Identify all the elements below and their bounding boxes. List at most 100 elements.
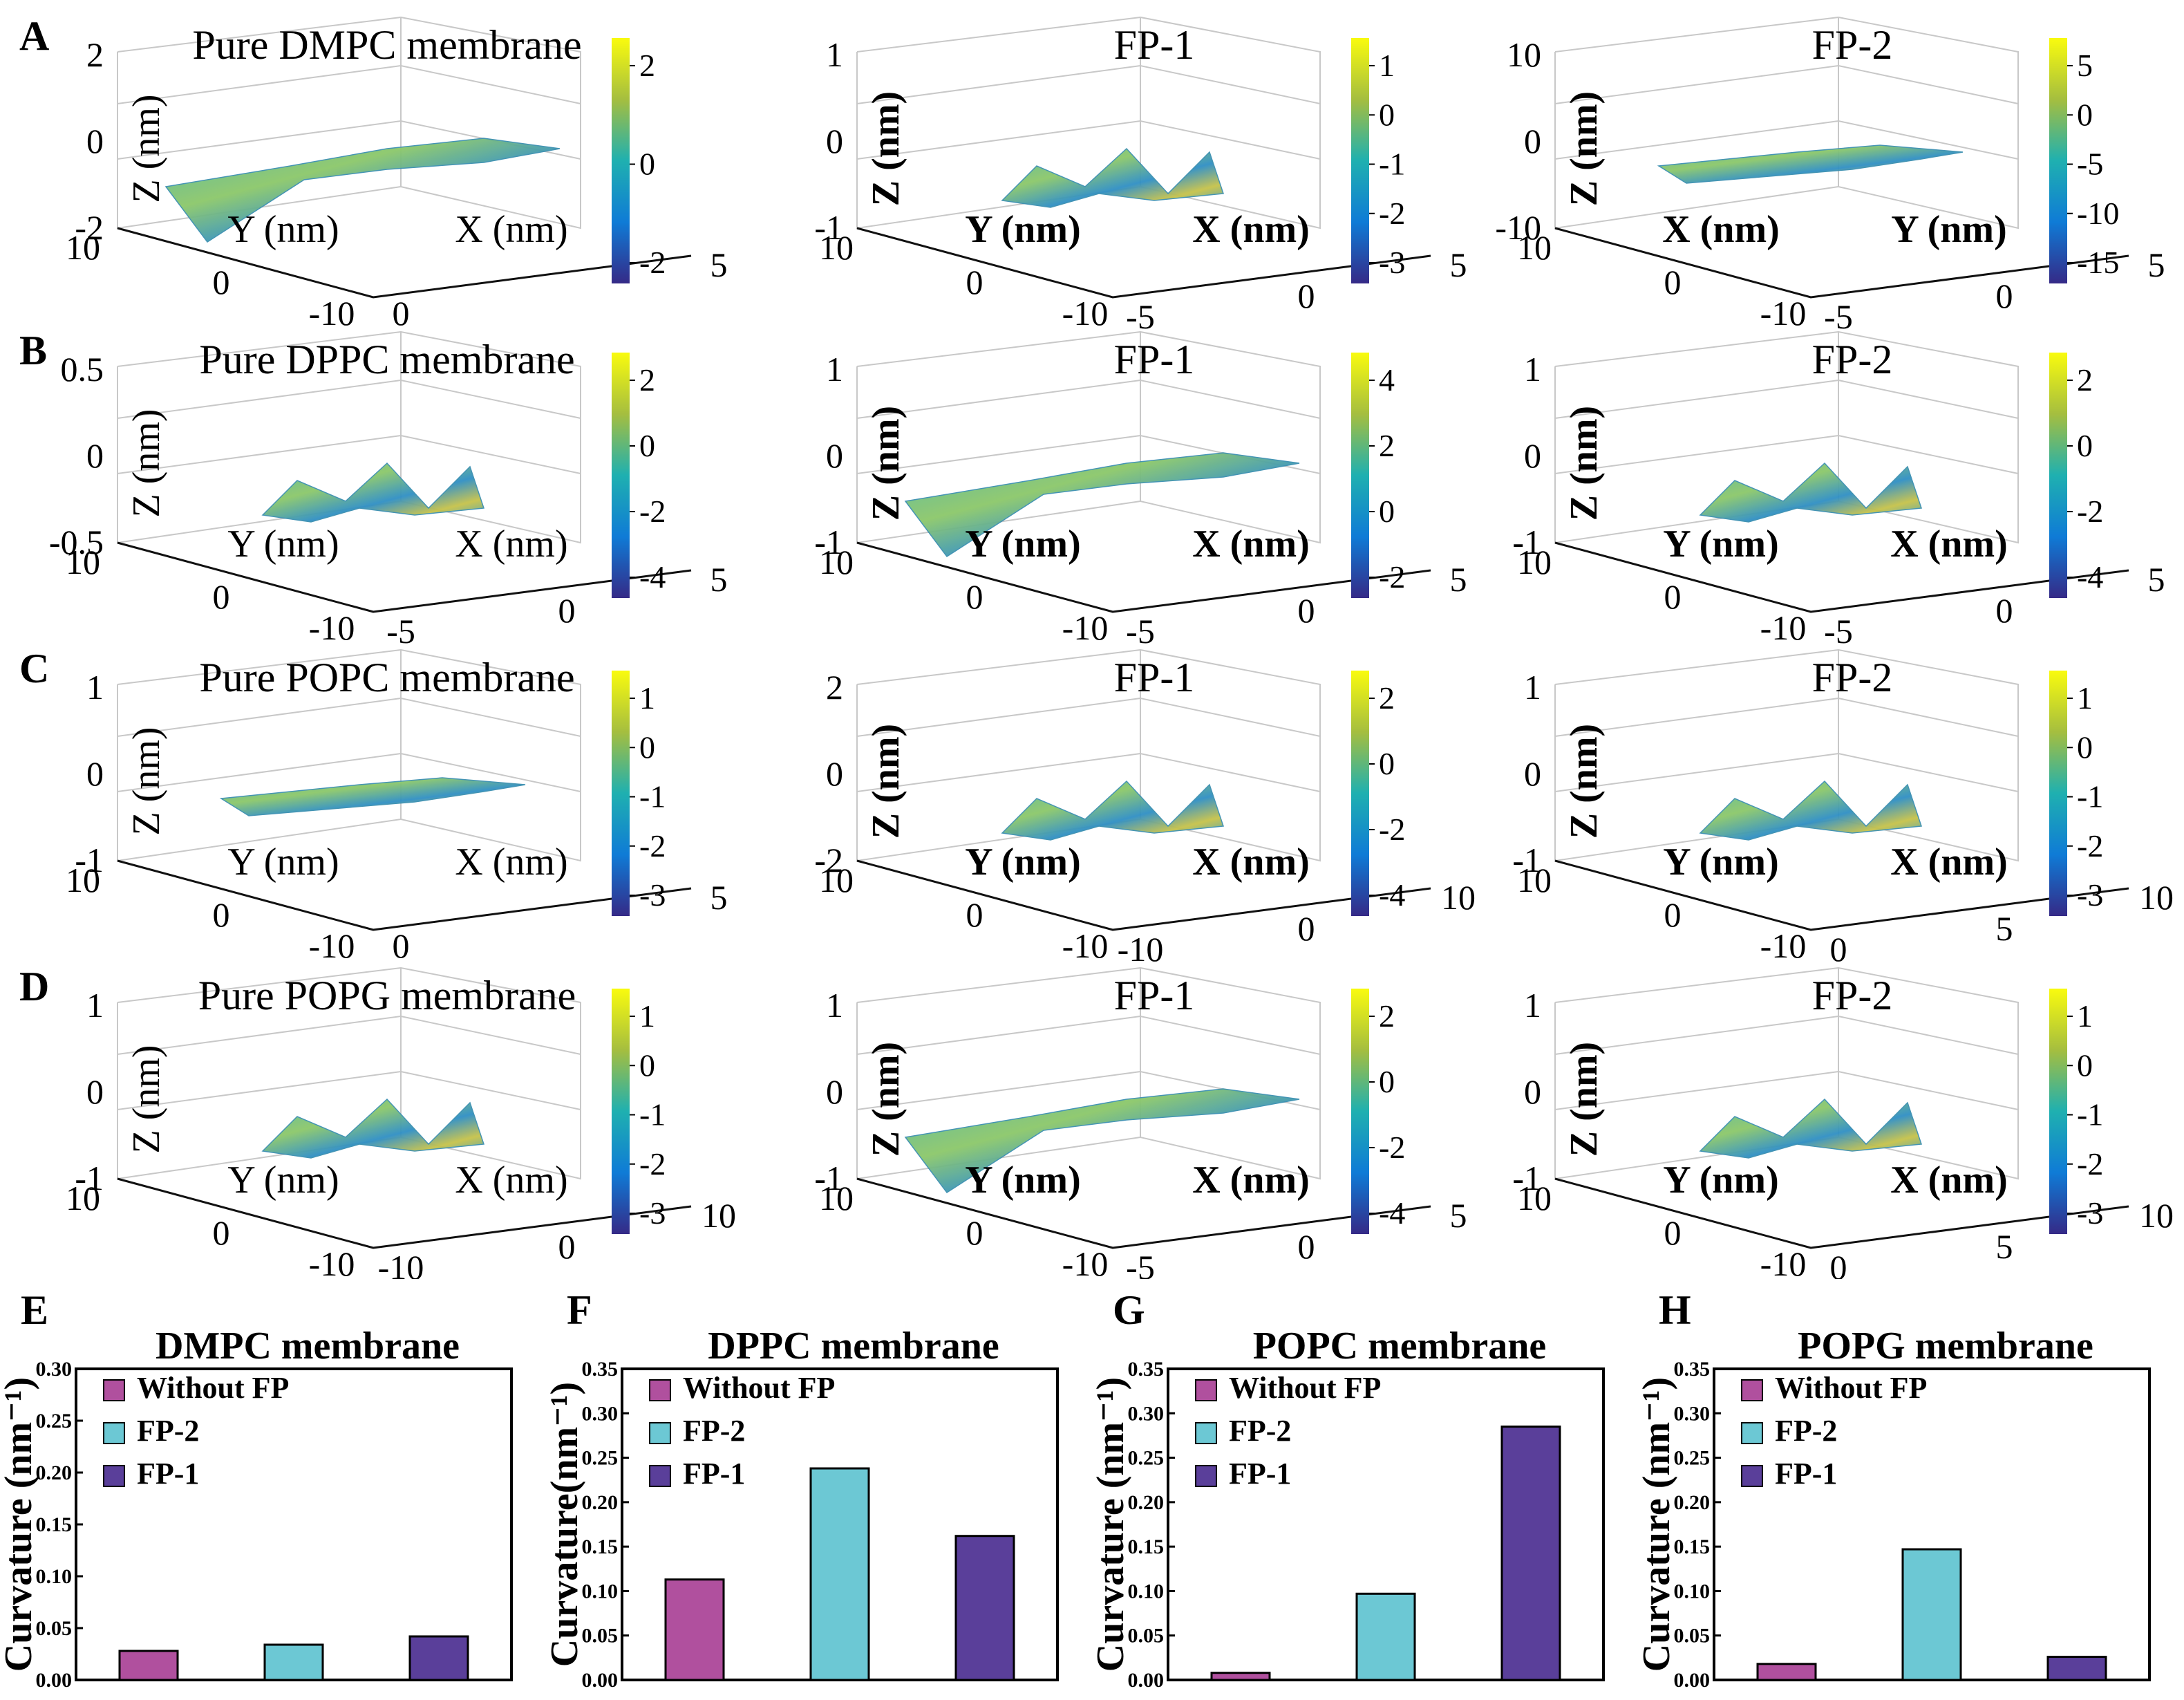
y-axis-label: Curvature (nm⁻¹) xyxy=(1635,1377,1678,1672)
y-tick-label: 0.20 xyxy=(36,1461,73,1484)
x-tick-label: -5 xyxy=(386,612,415,651)
x-tick-label: 10 xyxy=(2139,1196,2174,1235)
panel-title: FP-1 xyxy=(1114,337,1195,382)
floor-axis-label-left: Y (nm) xyxy=(965,1159,1080,1202)
x-tick-label: 0 xyxy=(1996,591,2013,630)
colorbar-tick-label: 1 xyxy=(2077,998,2093,1034)
y-tick-label: 0.25 xyxy=(1128,1447,1165,1470)
y-tick-label: 0.20 xyxy=(582,1491,619,1514)
z-tick-label: 0 xyxy=(1524,436,1541,475)
floor-axis-label-left: Y (nm) xyxy=(227,841,339,884)
floor-edge xyxy=(117,1177,692,1249)
x-tick-label: 0 xyxy=(1298,591,1315,630)
colorbar-tick-label: 1 xyxy=(639,998,655,1034)
y-tick-label: 10 xyxy=(1517,1179,1552,1217)
floor-axis-label-left: Y (nm) xyxy=(227,523,339,566)
z-tick-label: 0 xyxy=(1524,1072,1541,1111)
z-tick-label: 0 xyxy=(1524,122,1541,160)
z-tick-label: -2 xyxy=(75,208,104,247)
bar-fp2 xyxy=(263,1643,324,1681)
y-tick-label: 0.30 xyxy=(582,1402,619,1425)
floor-axis-label-left: Y (nm) xyxy=(227,208,339,251)
x-tick-label: 0 xyxy=(1298,277,1315,315)
floor-axis-label-right: X (nm) xyxy=(455,523,567,566)
panel-title: FP-1 xyxy=(1114,973,1195,1018)
z-tick-label: 10 xyxy=(1507,35,1541,74)
colorbar xyxy=(612,38,630,283)
floor-axes xyxy=(117,541,692,613)
y-tick-label: 10 xyxy=(66,228,100,267)
panel-label-c: C xyxy=(19,646,49,691)
colorbar-tick-label: -2 xyxy=(1379,1130,1405,1165)
y-tick-label: 0 xyxy=(1664,1213,1682,1252)
x-tick-label: 0 xyxy=(1298,1227,1315,1266)
x-tick-label: 5 xyxy=(2148,560,2165,599)
y-tick-label: 0.25 xyxy=(36,1410,73,1432)
x-tick-label: -10 xyxy=(1118,930,1164,969)
legend-swatch xyxy=(649,1465,671,1487)
y-tick-label: 0.15 xyxy=(1674,1535,1711,1558)
panel-title: FP-2 xyxy=(1812,22,1893,68)
x-tick-label: 5 xyxy=(1450,560,1467,599)
y-tick-label: 0.25 xyxy=(1674,1447,1711,1470)
z-tick-label: 1 xyxy=(826,986,843,1025)
floor-axes xyxy=(117,227,692,299)
y-tick-label: -10 xyxy=(1062,926,1109,965)
bar-without-fp xyxy=(1210,1672,1271,1681)
x-tick-label: -5 xyxy=(1126,1248,1155,1279)
x-tick-label: 0 xyxy=(393,294,410,333)
floor-axis-label-left: Y (nm) xyxy=(965,841,1080,884)
colorbar xyxy=(2049,38,2067,283)
y-tick-label: -10 xyxy=(1062,1244,1109,1279)
x-tick-label: -5 xyxy=(1824,297,1853,336)
y-tick-label: -10 xyxy=(1062,608,1109,647)
y-tick-label: 10 xyxy=(66,543,100,581)
floor-axis-label-right: X (nm) xyxy=(1890,1159,2008,1202)
membrane-surface xyxy=(904,452,1300,558)
y-tick-label: 0.15 xyxy=(582,1535,619,1558)
box-grid xyxy=(1554,1015,2019,1110)
floor-axis-label-left: Y (nm) xyxy=(965,208,1080,251)
y-tick-label: 0.10 xyxy=(36,1565,73,1588)
colorbar-tick-label: 4 xyxy=(1379,362,1395,398)
y-tick-label: 0.15 xyxy=(36,1513,73,1536)
floor-edge xyxy=(117,859,692,931)
colorbar-tick-label: -2 xyxy=(639,245,666,280)
legend-swatch xyxy=(1741,1422,1763,1444)
z-tick-label: 2 xyxy=(826,668,843,707)
panel-label-d: D xyxy=(19,964,49,1009)
colorbar xyxy=(2049,671,2067,916)
legend-label: FP-1 xyxy=(1775,1457,1837,1491)
y-tick-label: 0 xyxy=(966,895,983,934)
y-tick-label: -10 xyxy=(309,1244,355,1279)
chart-title: POPC membrane xyxy=(1253,1325,1547,1367)
z-tick-label: 0 xyxy=(826,754,843,793)
bar-fp1 xyxy=(1500,1426,1561,1681)
colorbar-tick-label: -2 xyxy=(1379,812,1405,847)
y-tick-label: -10 xyxy=(1760,608,1807,647)
legend-label: FP-1 xyxy=(683,1457,745,1491)
y-tick-label: 10 xyxy=(819,228,854,267)
floor-axis-label-left: Y (nm) xyxy=(227,1159,339,1202)
z-tick-label: 2 xyxy=(86,35,104,74)
x-tick-label: 5 xyxy=(710,245,728,284)
colorbar-tick-label: -2 xyxy=(1379,196,1405,231)
y-tick-label: 0 xyxy=(213,577,230,616)
box-grid xyxy=(117,697,581,792)
y-tick-label: 0 xyxy=(966,263,983,301)
bar-without-fp xyxy=(118,1650,179,1681)
colorbar-tick-label: 0 xyxy=(2077,97,2093,132)
z-axis-label: Z (nm) xyxy=(1563,91,1606,206)
x-tick-label: 0 xyxy=(558,1227,576,1266)
y-tick-label: 0.15 xyxy=(1128,1535,1165,1558)
y-tick-label: 0.00 xyxy=(1128,1669,1165,1692)
x-tick-label: 10 xyxy=(702,1196,736,1235)
legend-swatch xyxy=(649,1422,671,1444)
x-tick-label: 5 xyxy=(710,878,728,917)
floor-axis-label-right: X (nm) xyxy=(1192,523,1310,566)
y-tick-label: 0.10 xyxy=(1674,1580,1711,1603)
